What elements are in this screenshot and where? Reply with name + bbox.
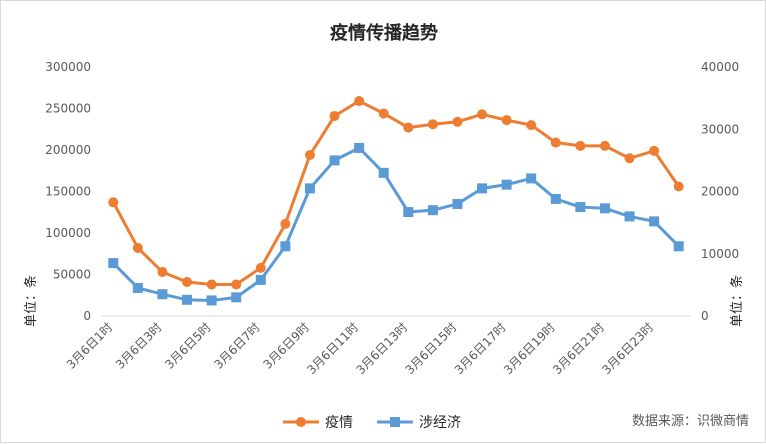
data-point [501,115,512,126]
x-tick-label: 3月6日5时 [162,320,214,372]
x-tick-label: 3月6日21时 [550,320,607,377]
data-point [132,242,143,253]
data-point [231,279,242,290]
x-tick-label: 3月6日3时 [113,320,165,372]
legend-label: 涉经济 [419,415,461,431]
source-note: 数据来源：识微商情 [632,414,749,429]
left-tick-label: 250000 [45,102,91,116]
data-point [427,119,438,130]
x-tick-label: 3月6日9时 [261,320,313,372]
right-axis-label: 单位：条 [729,275,745,327]
data-point [550,193,561,204]
data-point [280,241,291,252]
data-point [599,203,610,214]
data-point [157,267,168,278]
data-point [329,110,340,121]
series-yiqing [108,96,684,290]
data-point [255,262,266,273]
data-point [403,122,414,133]
legend-marker [296,417,306,427]
x-tick-label: 3月6日7时 [211,320,263,372]
x-tick-label: 3月6日23时 [599,320,656,377]
x-tick-label: 3月6日1时 [64,320,116,372]
data-point [157,289,168,300]
data-point [280,218,291,229]
data-point [329,155,340,166]
data-point [452,198,463,209]
data-point [206,279,217,290]
data-point [526,120,537,131]
data-point [255,274,266,285]
series-shejingji [108,142,684,306]
x-axis-ticks: 3月6日1时3月6日3时3月6日5时3月6日7时3月6日9时3月6日11时3月6… [64,320,656,377]
right-tick-label: 20000 [701,185,739,199]
data-point [624,211,635,222]
left-tick-label: 300000 [45,60,91,74]
data-point [182,294,193,305]
data-point [108,258,119,269]
data-point [649,145,660,156]
legend-marker [390,417,400,427]
data-point [206,295,217,306]
data-point [304,183,315,194]
right-axis-ticks: 0 10000 20000 30000 40000 [701,60,739,323]
x-tick-label: 3月6日13时 [353,320,410,377]
left-axis-ticks: 0 50000 100000 150000 200000 250000 300000 [45,60,91,323]
data-point [304,149,315,160]
data-point [550,137,561,148]
data-point [599,140,610,151]
data-point [624,153,635,164]
series-line [112,146,680,302]
data-point [427,205,438,216]
data-point [575,202,586,213]
x-tick-label: 3月6日19时 [501,320,558,377]
data-point [354,96,365,107]
right-tick-label: 0 [701,309,709,323]
left-tick-label: 200000 [45,143,91,157]
data-point [477,109,488,120]
data-point [673,181,684,192]
left-tick-label: 100000 [45,226,91,240]
x-tick-label: 3月6日17时 [452,320,509,377]
left-tick-label: 0 [83,309,91,323]
legend-item: 涉经济 [377,415,461,431]
data-point [526,173,537,184]
data-point [673,241,684,252]
data-point [182,276,193,287]
right-tick-label: 10000 [701,247,739,261]
left-axis-label: 单位：条 [23,275,39,327]
data-point [452,116,463,127]
legend: 疫情 涉经济 [283,415,461,431]
data-point [477,183,488,194]
data-point [378,108,389,119]
right-tick-label: 30000 [701,122,739,136]
data-point [403,207,414,218]
data-point [108,197,119,208]
legend-item: 疫情 [283,415,353,431]
data-point [649,216,660,227]
chart-title: 疫情传播趋势 [330,22,438,44]
x-tick-label: 3月6日11时 [304,320,361,377]
data-point [378,167,389,178]
data-point [501,179,512,190]
x-tick-label: 3月6日15时 [403,320,460,377]
right-tick-label: 40000 [701,60,739,74]
data-point [231,292,242,303]
left-tick-label: 50000 [53,268,91,282]
data-point [132,282,143,293]
series-layer [108,96,684,306]
data-point [575,140,586,151]
legend-label: 疫情 [325,415,353,431]
data-point [354,142,365,153]
left-tick-label: 150000 [45,185,91,199]
